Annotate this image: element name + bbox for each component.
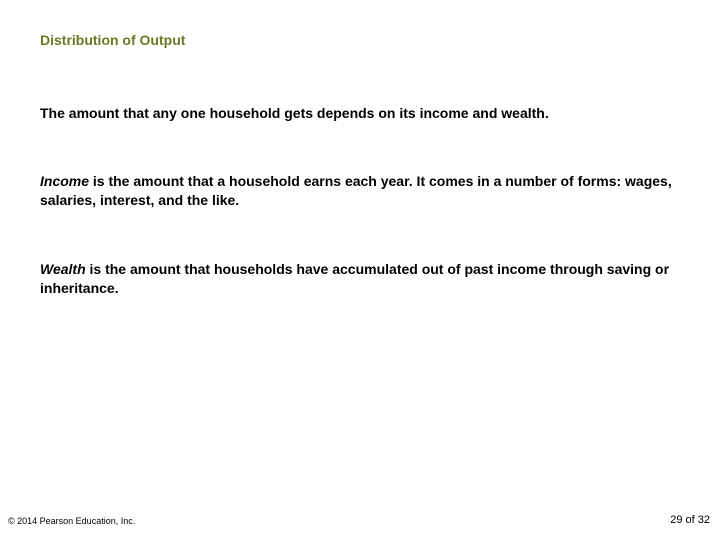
term-italic: Wealth: [40, 261, 86, 277]
body-paragraph: Income is the amount that a household ea…: [40, 172, 680, 210]
body-text: The amount that any one household gets d…: [40, 105, 549, 121]
slide-title: Distribution of Output: [40, 32, 185, 48]
copyright-text: © 2014 Pearson Education, Inc.: [8, 516, 135, 526]
body-paragraph: The amount that any one household gets d…: [40, 104, 680, 123]
body-text: is the amount that a household earns eac…: [40, 173, 672, 208]
term-italic: Income: [40, 173, 89, 189]
body-text: is the amount that households have accum…: [40, 261, 669, 296]
slide: Distribution of Output The amount that a…: [0, 0, 720, 540]
page-number: 29 of 32: [670, 514, 710, 526]
body-paragraph: Wealth is the amount that households hav…: [40, 260, 680, 298]
